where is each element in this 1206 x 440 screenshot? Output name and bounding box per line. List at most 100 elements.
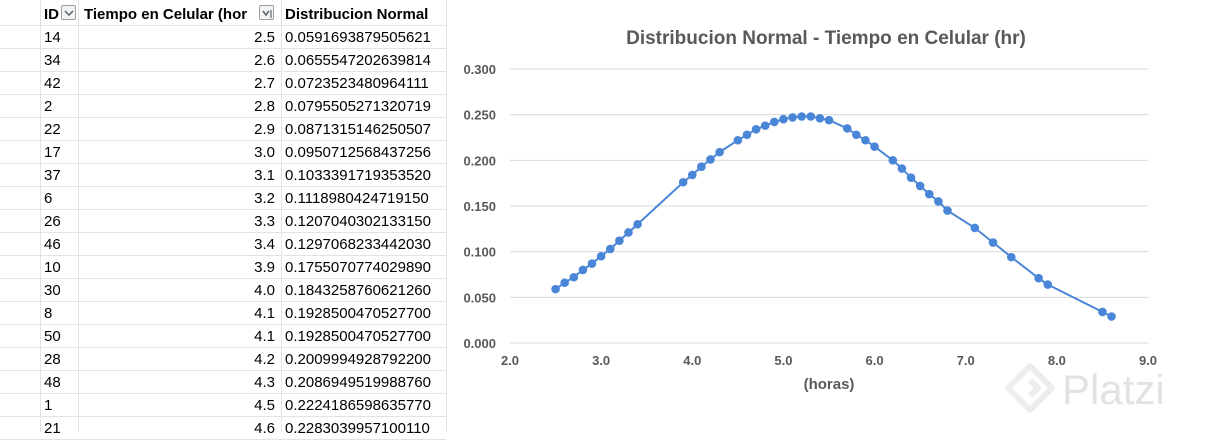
data-point — [1107, 312, 1116, 321]
cell-tiempo[interactable]: 2.8 — [254, 98, 275, 115]
row-divider — [0, 370, 446, 371]
cell-distribucion[interactable]: 0.1118980424719150 — [285, 190, 429, 207]
cell-distribucion[interactable]: 0.1207040302133150 — [285, 213, 431, 230]
column-divider — [446, 0, 447, 432]
cell-tiempo[interactable]: 3.3 — [254, 213, 275, 230]
y-tick-label: 0.100 — [463, 245, 496, 260]
data-point — [560, 278, 569, 288]
cell-distribucion[interactable]: 0.0795505271320719 — [285, 98, 431, 115]
y-tick-label: 0.300 — [463, 62, 496, 77]
cell-id[interactable]: 50 — [44, 328, 61, 345]
x-tick-label: 5.0 — [774, 353, 792, 368]
cell-id[interactable]: 2 — [44, 98, 53, 115]
cell-distribucion[interactable]: 0.2009994928792200 — [285, 351, 431, 368]
x-tick-label: 2.0 — [501, 353, 519, 368]
cell-tiempo[interactable]: 2.6 — [254, 52, 275, 69]
cell-distribucion[interactable]: 0.1755070774029890 — [285, 259, 431, 276]
cell-distribucion[interactable]: 0.1928500470527700 — [285, 328, 431, 345]
data-point — [1034, 273, 1043, 283]
cell-id[interactable]: 1 — [44, 397, 53, 414]
row-divider — [0, 25, 446, 26]
cell-distribucion[interactable]: 0.0950712568437256 — [285, 144, 431, 161]
row-divider — [0, 232, 446, 233]
cell-id[interactable]: 10 — [44, 259, 61, 276]
cell-distribucion[interactable]: 0.2086949519988760 — [285, 374, 431, 391]
x-tick-label: 4.0 — [683, 353, 701, 368]
data-point — [687, 170, 697, 180]
cell-id[interactable]: 14 — [44, 29, 61, 46]
cell-distribucion[interactable]: 0.0655547202639814 — [285, 52, 431, 69]
row-divider — [0, 71, 446, 72]
data-point — [852, 130, 861, 140]
row-divider — [0, 278, 446, 279]
cell-id[interactable]: 21 — [44, 420, 61, 437]
cell-tiempo[interactable]: 2.7 — [254, 75, 275, 92]
data-point — [596, 251, 606, 261]
data-point — [779, 114, 788, 124]
data-point — [870, 142, 879, 151]
cell-id[interactable]: 28 — [44, 351, 61, 368]
cell-tiempo[interactable]: 3.4 — [254, 236, 275, 253]
chart-title: Distribucion Normal - Tiempo en Celular … — [626, 28, 1026, 49]
cell-tiempo[interactable]: 4.5 — [254, 397, 275, 414]
cell-id[interactable]: 48 — [44, 374, 61, 391]
data-point — [915, 181, 925, 191]
data-point — [934, 197, 943, 206]
row-divider — [0, 301, 446, 302]
cell-id[interactable]: 30 — [44, 282, 61, 299]
cell-id[interactable]: 34 — [44, 52, 61, 69]
y-tick-label: 0.050 — [463, 290, 496, 305]
cell-id[interactable]: 6 — [44, 190, 53, 207]
data-point — [678, 177, 688, 187]
platzi-watermark: Platzi — [1000, 360, 1206, 424]
cell-tiempo[interactable]: 4.3 — [254, 374, 275, 391]
data-point — [624, 228, 633, 237]
cell-tiempo[interactable]: 2.5 — [254, 29, 275, 46]
data-point — [706, 155, 715, 164]
cell-id[interactable]: 17 — [44, 144, 61, 161]
platzi-logo-icon — [1005, 363, 1055, 413]
y-tick-label: 0.150 — [463, 199, 496, 214]
data-point — [924, 189, 934, 199]
cell-tiempo[interactable]: 3.2 — [254, 190, 275, 207]
cell-distribucion[interactable]: 0.0591693879505621 — [285, 29, 431, 46]
data-point — [615, 236, 624, 246]
cell-tiempo[interactable]: 3.9 — [254, 259, 275, 276]
cell-id[interactable]: 8 — [44, 305, 53, 322]
filter-sort-icon[interactable] — [259, 5, 274, 20]
data-point — [770, 117, 779, 127]
cell-distribucion[interactable]: 0.0871315146250507 — [285, 121, 431, 138]
cell-id[interactable]: 46 — [44, 236, 61, 253]
series-line — [555, 115, 1112, 318]
row-divider — [0, 94, 446, 95]
cell-tiempo[interactable]: 3.0 — [254, 144, 275, 161]
data-point — [605, 244, 615, 254]
cell-distribucion[interactable]: 0.1033391719353520 — [285, 167, 431, 184]
cell-id[interactable]: 26 — [44, 213, 61, 230]
data-point — [806, 112, 816, 121]
cell-distribucion[interactable]: 0.2283039957100110 — [285, 420, 430, 437]
cell-distribucion[interactable]: 0.2224186598635770 — [285, 397, 431, 414]
x-tick-label: 9.0 — [1139, 353, 1157, 368]
cell-id[interactable]: 37 — [44, 167, 61, 184]
column-divider — [40, 0, 41, 432]
cell-tiempo[interactable]: 3.1 — [254, 167, 275, 184]
data-point — [733, 135, 743, 145]
cell-tiempo[interactable]: 4.6 — [254, 420, 275, 437]
cell-id[interactable]: 42 — [44, 75, 61, 92]
cell-distribucion[interactable]: 0.1928500470527700 — [285, 305, 431, 322]
cell-tiempo[interactable]: 2.9 — [254, 121, 275, 138]
row-divider — [0, 347, 446, 348]
cell-distribucion[interactable]: 0.0723523480964111 — [285, 75, 429, 92]
data-point — [1098, 307, 1107, 317]
cell-tiempo[interactable]: 4.2 — [254, 351, 275, 368]
cell-id[interactable]: 22 — [44, 121, 61, 138]
y-tick-label: 0.000 — [463, 336, 496, 351]
cell-tiempo[interactable]: 4.0 — [254, 282, 275, 299]
header-distribucion: Distribucion Normal — [285, 6, 429, 23]
cell-distribucion[interactable]: 0.1297068233442030 — [285, 236, 431, 253]
filter-dropdown-icon[interactable] — [61, 5, 76, 20]
cell-distribucion[interactable]: 0.1843258760621260 — [285, 282, 431, 299]
cell-tiempo[interactable]: 4.1 — [254, 305, 275, 322]
cell-tiempo[interactable]: 4.1 — [254, 328, 275, 345]
